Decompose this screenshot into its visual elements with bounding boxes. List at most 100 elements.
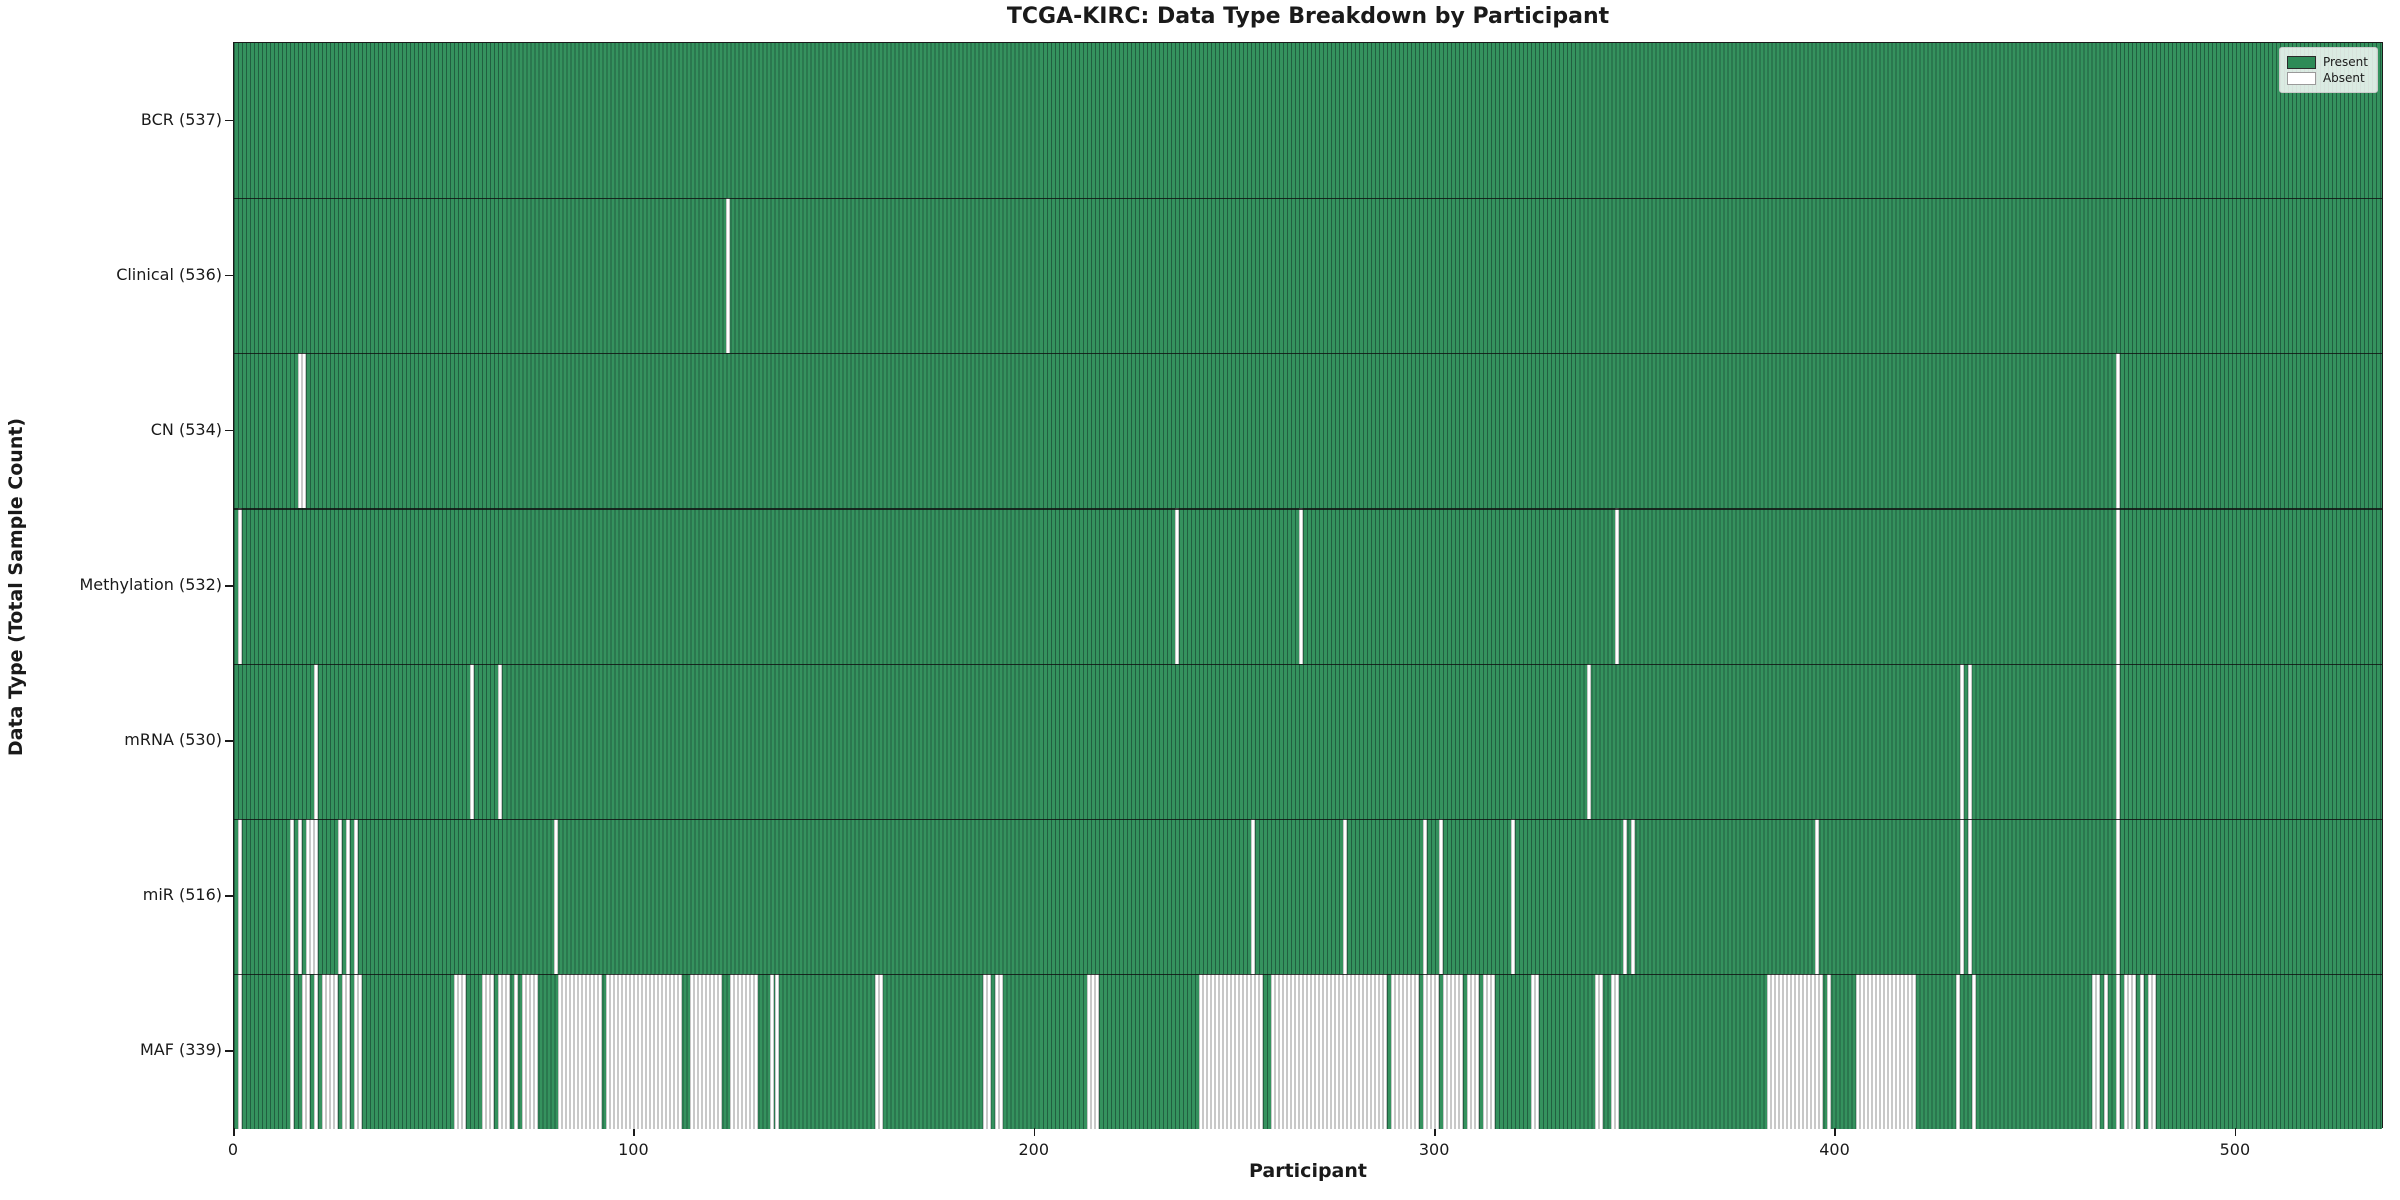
absent-stripe (1599, 973, 1604, 1129)
absent-stripe (1355, 973, 1360, 1129)
heatmap-row-mRNA (234, 663, 2382, 819)
x-tick-label-400: 400 (1819, 1140, 1850, 1159)
absent-stripe (1791, 973, 1796, 1129)
absent-stripe (354, 973, 359, 1129)
absent-stripe (330, 973, 335, 1129)
absent-stripe (986, 973, 991, 1129)
absent-stripe (1803, 973, 1808, 1129)
absent-stripe (1319, 973, 1323, 1129)
absent-stripe (342, 973, 347, 1129)
absent-stripe (1250, 973, 1255, 1129)
x-tick-mark (1834, 1128, 1836, 1136)
y-tick-mark (225, 429, 233, 432)
absent-stripe (238, 508, 242, 664)
x-axis-title: Participant (1248, 1160, 1367, 1182)
absent-stripe (2115, 973, 2120, 1129)
absent-stripe (1859, 973, 1864, 1129)
y-tick-label-MAF: MAF (339) (139, 1040, 222, 1060)
y-tick-label-BCR: BCR (537) (140, 109, 222, 129)
x-tick-label-500: 500 (2219, 1140, 2251, 1159)
absent-stripe (1787, 973, 1792, 1129)
legend-present-label: Present (2322, 55, 2368, 69)
absent-stripe (1094, 973, 1099, 1129)
absent-stripe (1298, 973, 1303, 1129)
absent-stripe (1615, 973, 1620, 1129)
absent-stripe (346, 818, 351, 974)
absent-stripe (742, 973, 747, 1129)
absent-stripe (1423, 973, 1428, 1129)
absent-stripe (2115, 818, 2120, 974)
absent-stripe (1302, 973, 1307, 1129)
absent-stripe (1343, 818, 1348, 974)
absent-stripe (614, 973, 619, 1129)
absent-stripe (1315, 973, 1319, 1129)
absent-stripe (1795, 973, 1800, 1129)
absent-stripe (322, 973, 327, 1129)
heatmap-row-Clinical (234, 198, 2382, 354)
absent-stripe (1246, 973, 1251, 1129)
absent-stripe (338, 818, 343, 974)
absent-stripe (1347, 973, 1352, 1129)
absent-stripe (618, 973, 623, 1129)
legend: Present Absent (2278, 47, 2378, 93)
absent-stripe (1815, 818, 1820, 974)
absent-stripe (1395, 973, 1400, 1129)
absent-stripe (462, 973, 467, 1129)
absent-stripe (314, 818, 319, 974)
absent-stripe (1367, 973, 1372, 1129)
absent-stripe (334, 973, 339, 1129)
heatmap-row-BCR (234, 43, 2382, 199)
plot-area (233, 42, 2383, 1129)
absent-stripe (774, 973, 779, 1129)
absent-stripe (606, 973, 611, 1129)
absent-stripe (1807, 973, 1812, 1129)
absent-stripe (1435, 973, 1440, 1129)
y-tick-mark (225, 119, 233, 122)
absent-stripe (582, 973, 587, 1129)
absent-stripe (1879, 973, 1884, 1129)
absent-stripe (1423, 818, 1428, 974)
absent-stripe (726, 198, 731, 354)
row-divider (234, 353, 2382, 355)
legend-entry-present: Present (2286, 55, 2368, 69)
absent-stripe (1779, 973, 1784, 1129)
absent-stripe (562, 973, 567, 1129)
absent-stripe (1615, 508, 1620, 664)
absent-stripe (1218, 973, 1223, 1129)
absent-stripe (1899, 973, 1904, 1129)
absent-stripe (1210, 973, 1215, 1129)
absent-stripe (570, 973, 575, 1129)
absent-stripe (1471, 973, 1476, 1129)
absent-stripe (2147, 973, 2152, 1129)
absent-stripe (1623, 818, 1628, 974)
absent-stripe (1475, 973, 1480, 1129)
absent-stripe (1258, 973, 1263, 1129)
absent-stripe (594, 973, 599, 1129)
absent-stripe (578, 973, 583, 1129)
absent-stripe (1971, 973, 1976, 1129)
absent-stripe (1254, 973, 1259, 1129)
absent-stripe (1278, 973, 1283, 1129)
absent-stripe (1767, 973, 1772, 1129)
absent-stripe (1771, 973, 1776, 1129)
absent-stripe (470, 663, 475, 819)
absent-stripe (2115, 353, 2120, 509)
x-tick-label-200: 200 (1018, 1140, 1049, 1159)
absent-stripe (490, 973, 495, 1129)
absent-stripe (2151, 973, 2156, 1129)
absent-stripe (662, 973, 667, 1129)
absent-stripe (750, 973, 755, 1129)
absent-stripe (666, 973, 671, 1129)
absent-stripe (298, 353, 303, 509)
heatmap-row-CN (234, 353, 2382, 509)
x-tick-label-0: 0 (227, 1140, 239, 1159)
absent-stripe (306, 973, 311, 1129)
absent-stripe (754, 973, 759, 1129)
absent-stripe (454, 973, 459, 1129)
absent-stripe (1611, 973, 1616, 1129)
absent-stripe (734, 973, 739, 1129)
absent-stripe (1363, 973, 1368, 1129)
absent-stripe (634, 973, 639, 1129)
absent-stripe (1895, 973, 1900, 1129)
